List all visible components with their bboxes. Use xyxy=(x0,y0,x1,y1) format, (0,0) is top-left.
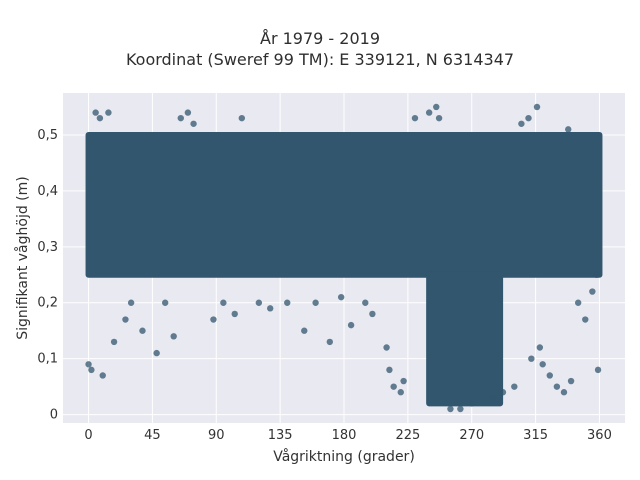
data-point xyxy=(593,271,600,278)
data-point xyxy=(499,389,507,396)
data-point xyxy=(85,361,92,368)
data-point xyxy=(92,109,99,116)
data-point xyxy=(390,383,397,390)
chart-title-line1: År 1979 - 2019 xyxy=(260,29,380,48)
data-point xyxy=(110,338,118,346)
y-axis-label: Signifikant våghöjd (m) xyxy=(14,176,31,339)
y-tick-label: 0,5 xyxy=(37,128,58,143)
y-tick-label: 0,2 xyxy=(37,296,58,311)
chart-title-line2: Koordinat (Sweref 99 TM): E 339121, N 63… xyxy=(125,50,515,69)
data-point xyxy=(184,109,192,116)
data-point xyxy=(594,366,602,374)
data-point xyxy=(511,383,518,390)
data-point xyxy=(411,114,419,122)
data-point xyxy=(326,338,334,346)
y-axis-ticks: 0 0,1 0,2 0,3 0,4 0,5 xyxy=(37,128,58,423)
data-point xyxy=(238,114,246,122)
data-point xyxy=(560,389,568,396)
x-tick-label: 225 xyxy=(395,428,420,443)
data-point xyxy=(457,405,464,413)
y-tick-label: 0 xyxy=(50,408,58,423)
data-point xyxy=(553,383,561,390)
data-point xyxy=(96,114,104,122)
data-point xyxy=(255,299,263,306)
data-point xyxy=(433,103,440,111)
data-point xyxy=(301,327,308,334)
data-point xyxy=(105,109,112,116)
data-point xyxy=(582,316,589,323)
data-point xyxy=(386,366,393,374)
data-point xyxy=(539,361,546,368)
data-point xyxy=(525,114,532,122)
data-point xyxy=(589,288,596,295)
data-point xyxy=(347,321,355,329)
data-point xyxy=(567,377,575,385)
data-point xyxy=(362,299,369,306)
data-point xyxy=(468,400,475,407)
data-point xyxy=(574,299,582,306)
data-point xyxy=(88,366,95,374)
x-tick-label: 45 xyxy=(144,428,161,443)
data-point xyxy=(161,299,169,306)
data-point xyxy=(177,114,184,122)
data-point xyxy=(565,126,572,133)
x-tick-label: 315 xyxy=(523,428,548,443)
y-tick-label: 0,4 xyxy=(37,184,58,199)
data-point xyxy=(397,389,404,396)
data-point xyxy=(489,394,497,402)
data-point xyxy=(99,372,106,379)
y-tick-label: 0,1 xyxy=(37,352,58,367)
x-tick-label: 90 xyxy=(208,428,225,443)
data-point xyxy=(383,344,390,351)
data-point xyxy=(369,310,376,318)
data-point xyxy=(447,405,454,413)
data-point xyxy=(267,305,274,312)
x-tick-label: 0 xyxy=(84,428,92,443)
scatter-points xyxy=(85,103,602,413)
data-point xyxy=(400,377,407,385)
data-point xyxy=(190,120,197,127)
data-point xyxy=(533,103,541,111)
data-point xyxy=(220,299,227,306)
x-tick-label: 360 xyxy=(587,428,612,443)
data-point xyxy=(425,109,433,116)
data-point xyxy=(122,316,129,323)
dense-point-cloud xyxy=(85,131,603,407)
data-point xyxy=(536,344,544,351)
data-point xyxy=(518,120,525,127)
data-point xyxy=(127,299,135,306)
y-tick-label: 0,3 xyxy=(37,240,58,255)
data-point xyxy=(528,355,535,362)
x-axis-ticks: 0 45 90 135 180 225 270 315 360 xyxy=(84,428,611,443)
data-point xyxy=(312,299,319,306)
x-tick-label: 135 xyxy=(268,428,293,443)
data-point xyxy=(231,310,238,318)
data-point xyxy=(210,316,217,323)
dense-region xyxy=(426,271,504,407)
data-point xyxy=(435,114,443,122)
data-point xyxy=(546,372,553,379)
data-point xyxy=(170,333,177,340)
data-point xyxy=(337,293,345,301)
x-axis-label: Vågriktning (grader) xyxy=(273,448,415,465)
x-tick-label: 270 xyxy=(459,428,484,443)
x-tick-label: 180 xyxy=(332,428,357,443)
data-point xyxy=(284,299,291,306)
data-point xyxy=(153,349,160,357)
data-point xyxy=(139,327,146,334)
dense-region xyxy=(85,131,603,278)
